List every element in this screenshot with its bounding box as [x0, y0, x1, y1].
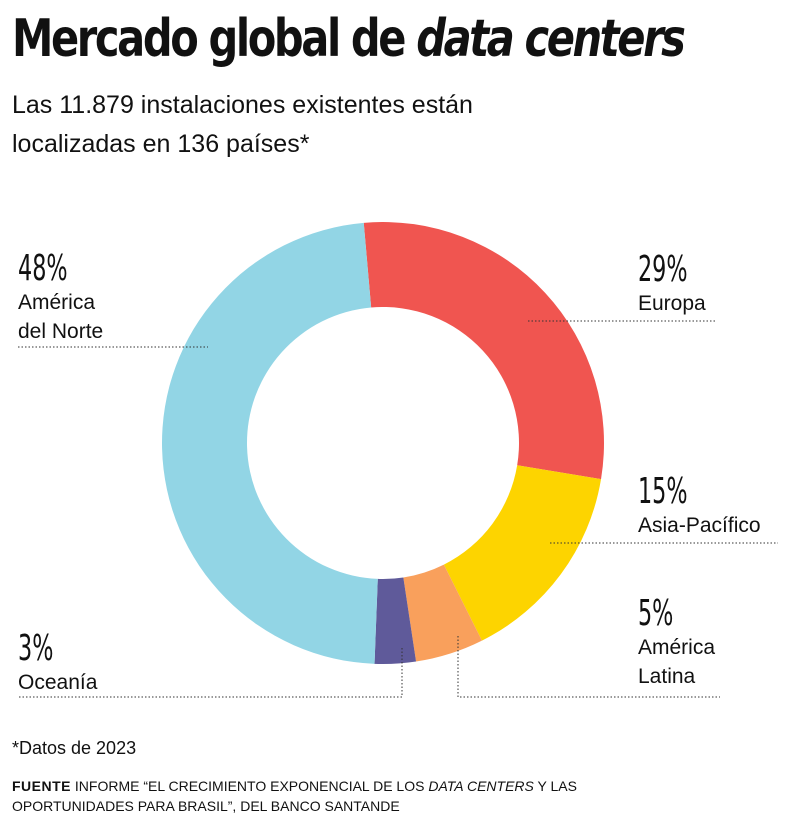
pct-label-oceania: 3%	[18, 628, 53, 670]
category-label-america-del-norte: América	[18, 291, 95, 314]
pct-label-asia-pacifico: 15%	[638, 471, 688, 513]
source-text-2: Y LAS OPORTUNIDADES PARA BRASIL”, DEL BA…	[12, 778, 577, 814]
category-label-europa: Europa	[638, 292, 706, 315]
subtitle-line-2: localizadas en 136 países*	[12, 130, 310, 158]
pct-label-europa: 29%	[638, 249, 688, 291]
category-label-america-del-norte: del Norte	[18, 320, 103, 343]
category-label-america-latina: América	[638, 636, 715, 659]
source-credit: FUENTE INFORME “EL CRECIMIENTO EXPONENCI…	[12, 776, 632, 816]
chart-title: Mercado global de data centers	[12, 2, 686, 76]
chart-subtitle: Las 11.879 instalaciones existentes está…	[12, 86, 712, 164]
category-label-asia-pacifico: Asia-Pacífico	[638, 514, 761, 537]
source-italic: DATA CENTERS	[428, 778, 534, 794]
slice-asia-pacifico	[443, 465, 602, 641]
pct-label-america-latina: 5%	[638, 593, 673, 635]
slice-europa	[363, 222, 605, 480]
data-note: *Datos de 2023	[12, 738, 137, 758]
slice-america-latina	[403, 564, 482, 662]
leader-line-oceania	[18, 648, 403, 698]
pct-label-america-del-norte: 48%	[18, 248, 68, 290]
subtitle-line-1: Las 11.879 instalaciones existentes está…	[12, 91, 473, 119]
source-text-1: INFORME “EL CRECIMIENTO EXPONENCIAL DE L…	[71, 778, 429, 794]
slice-america-del-norte	[161, 222, 378, 664]
category-label-oceania: Oceanía	[18, 671, 98, 694]
title-italic: data centers	[416, 9, 686, 69]
category-label-america-latina: Latina	[638, 665, 696, 688]
slice-oceania	[374, 577, 417, 664]
source-label: FUENTE	[12, 778, 71, 794]
title-main: Mercado global de	[12, 9, 417, 69]
leader-line-america-latina	[457, 636, 720, 698]
